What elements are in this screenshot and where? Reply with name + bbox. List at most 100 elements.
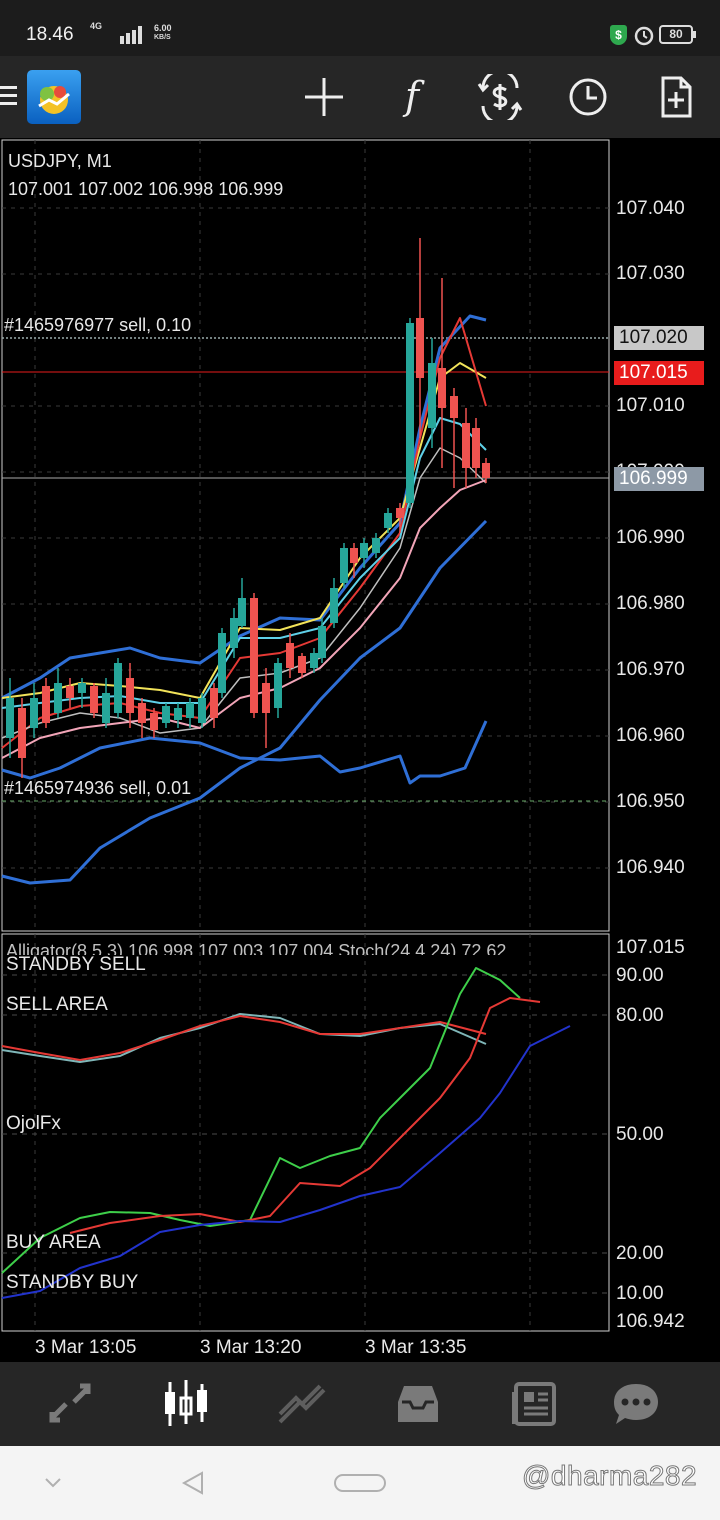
watermark: @dharma282 [521,1460,698,1492]
candle-body [54,683,62,713]
candle-body [250,598,258,713]
level-value: 50.00 [616,1124,664,1145]
candle-body [78,683,86,693]
chart-area[interactable]: USDJPY, M1 107.001 107.002 106.998 106.9… [0,138,720,1363]
candle-body [450,396,458,418]
candle-body [438,368,446,408]
candle-body [310,653,318,668]
home-icon[interactable] [334,1474,386,1492]
candle-body [416,318,424,378]
indicators-icon[interactable]: f [404,74,420,118]
toolbar: f [0,56,720,138]
candle-body [396,508,404,518]
candle-body [186,703,194,718]
bid-price-tag: 106.999 [614,467,704,491]
candle-body [462,423,470,468]
ask-price-tag: 107.015 [614,361,704,385]
candle-body [210,688,218,718]
new-order-icon[interactable] [653,74,699,120]
ohlc-values: 107.001 107.002 106.998 106.999 [8,179,284,199]
time-label: 3 Mar 13:05 [35,1337,137,1358]
network-type: 4G [90,21,103,31]
candle-body [138,703,146,723]
metatrader-logo[interactable] [27,70,81,124]
candle-body [102,693,110,723]
trade-icon[interactable] [477,74,523,120]
timeframe-icon[interactable] [565,74,611,120]
candle-body [384,513,392,528]
level-value: 20.00 [616,1243,664,1264]
candle-body [428,363,436,428]
candle-body [218,633,226,693]
bollinger-lower [1,720,488,785]
candle-body [162,706,170,723]
candle-body [174,708,182,720]
order-price-tag: 107.020 [614,326,704,350]
history-icon[interactable] [392,1378,444,1430]
price-label: 106.980 [616,593,685,614]
candle-body [66,686,74,698]
back-icon[interactable] [180,1470,206,1496]
indicator-scale-bottom: 106.942 [616,1311,685,1332]
alligator-red [1,1015,487,1061]
battery-icon: 80 [659,25,696,44]
alligator-teal [1,1013,487,1063]
chart-icon[interactable] [160,1378,212,1430]
trade-icon[interactable] [276,1378,328,1430]
candle-body [114,663,122,713]
candle-body [90,686,98,713]
bollinger-middle [1,519,488,885]
candle-body [30,698,38,728]
time-label: 3 Mar 13:20 [200,1337,302,1358]
level-label: STANDBY SELL [6,954,146,975]
level-label: SELL AREA [6,994,108,1015]
stoch-signal [69,997,541,1234]
order-line-label[interactable]: #1465974936 sell, 0.01 [4,778,192,798]
candle-body [318,626,326,658]
level-value: 10.00 [616,1283,664,1304]
candle-body [286,643,294,668]
candle-body [198,698,206,723]
candle-body [126,678,134,713]
level-value: 80.00 [616,1005,664,1026]
candle-body [298,656,306,673]
quotes-icon[interactable] [44,1378,96,1430]
candle-body [274,663,282,708]
alarm-icon [634,26,654,46]
stoch-main [1,967,521,1274]
news-icon[interactable] [508,1378,560,1430]
level-label: BUY AREA [6,1232,101,1253]
price-label: 107.040 [616,198,685,219]
level-value: 90.00 [616,965,664,986]
price-chart[interactable] [0,138,720,1363]
price-label: 106.970 [616,659,685,680]
candle-body [262,683,270,713]
crosshair-icon[interactable] [301,74,347,120]
menu-icon[interactable] [0,86,17,108]
hide-keyboard-icon[interactable] [42,1476,64,1490]
indicator-header: Alligator(8,5,3) 106.998 107.003 107.004… [6,941,507,955]
shield-icon: $ [610,25,627,45]
candle-body [350,548,358,563]
order-line-label[interactable]: #1465976977 sell, 0.10 [4,315,192,335]
candle-body [42,686,50,723]
symbol-timeframe: USDJPY, M1 [8,151,112,171]
candle-body [472,428,480,468]
candle-body [330,588,338,623]
candle-body [340,548,348,583]
candle-body [360,543,368,558]
price-label: 107.010 [616,395,685,416]
level-label: OjolFx [6,1113,61,1134]
indicator-frame [1,933,610,1332]
candle-body [18,708,26,758]
price-label: 106.960 [616,725,685,746]
price-label: 106.950 [616,791,685,812]
price-label: 106.940 [616,857,685,878]
price-label: 106.990 [616,527,685,548]
messages-icon[interactable] [610,1378,662,1430]
candle-body [230,618,238,648]
main-chart-frame [1,139,610,932]
stoch-slow [1,1025,571,1299]
signal-icon [120,26,142,44]
bottom-nav [0,1362,720,1446]
